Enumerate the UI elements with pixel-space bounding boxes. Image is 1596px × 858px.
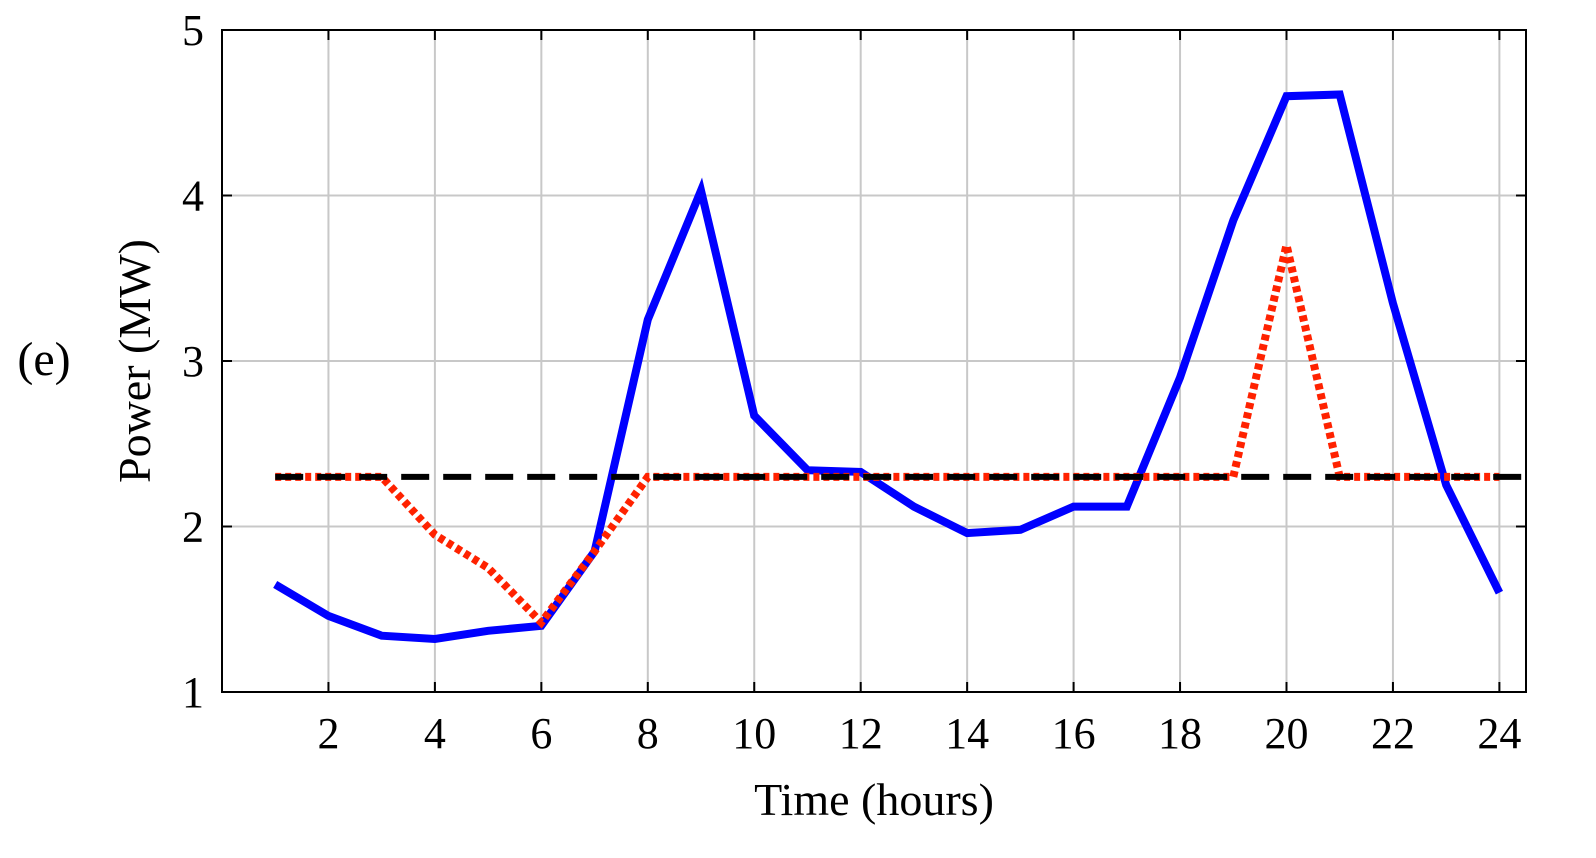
y-tick-label: 4	[182, 172, 204, 221]
x-tick-label: 6	[530, 709, 552, 758]
x-tick-label: 8	[637, 709, 659, 758]
series-group	[273, 90, 1526, 644]
x-tick-label: 24	[1477, 709, 1521, 758]
series-line-solid	[273, 90, 1503, 644]
grid-lines	[222, 30, 1526, 692]
panel-label: (e)	[17, 333, 70, 386]
x-tick-label: 12	[839, 709, 883, 758]
x-tick-label: 22	[1371, 709, 1415, 758]
series-line-dotted	[275, 244, 1500, 629]
x-tick-label: 20	[1264, 709, 1308, 758]
x-tick-label: 10	[732, 709, 776, 758]
x-axis-title: Time (hours)	[754, 774, 994, 825]
tick-marks	[222, 29, 1526, 693]
x-tick-label: 2	[317, 709, 339, 758]
y-tick-label: 2	[182, 503, 204, 552]
y-tick-label: 5	[182, 6, 204, 55]
y-tick-labels: 1 2 3 4 5	[182, 6, 204, 717]
x-tick-label: 4	[424, 709, 446, 758]
x-tick-label: 18	[1158, 709, 1202, 758]
y-tick-label: 3	[182, 337, 204, 386]
y-axis-title: Power (MW)	[109, 239, 160, 483]
x-tick-labels: 2 4 6 8 10 12 14 16 18 20 22 24	[317, 709, 1521, 758]
x-tick-label: 14	[945, 709, 989, 758]
x-tick-label: 16	[1052, 709, 1096, 758]
y-tick-label: 1	[182, 668, 204, 717]
